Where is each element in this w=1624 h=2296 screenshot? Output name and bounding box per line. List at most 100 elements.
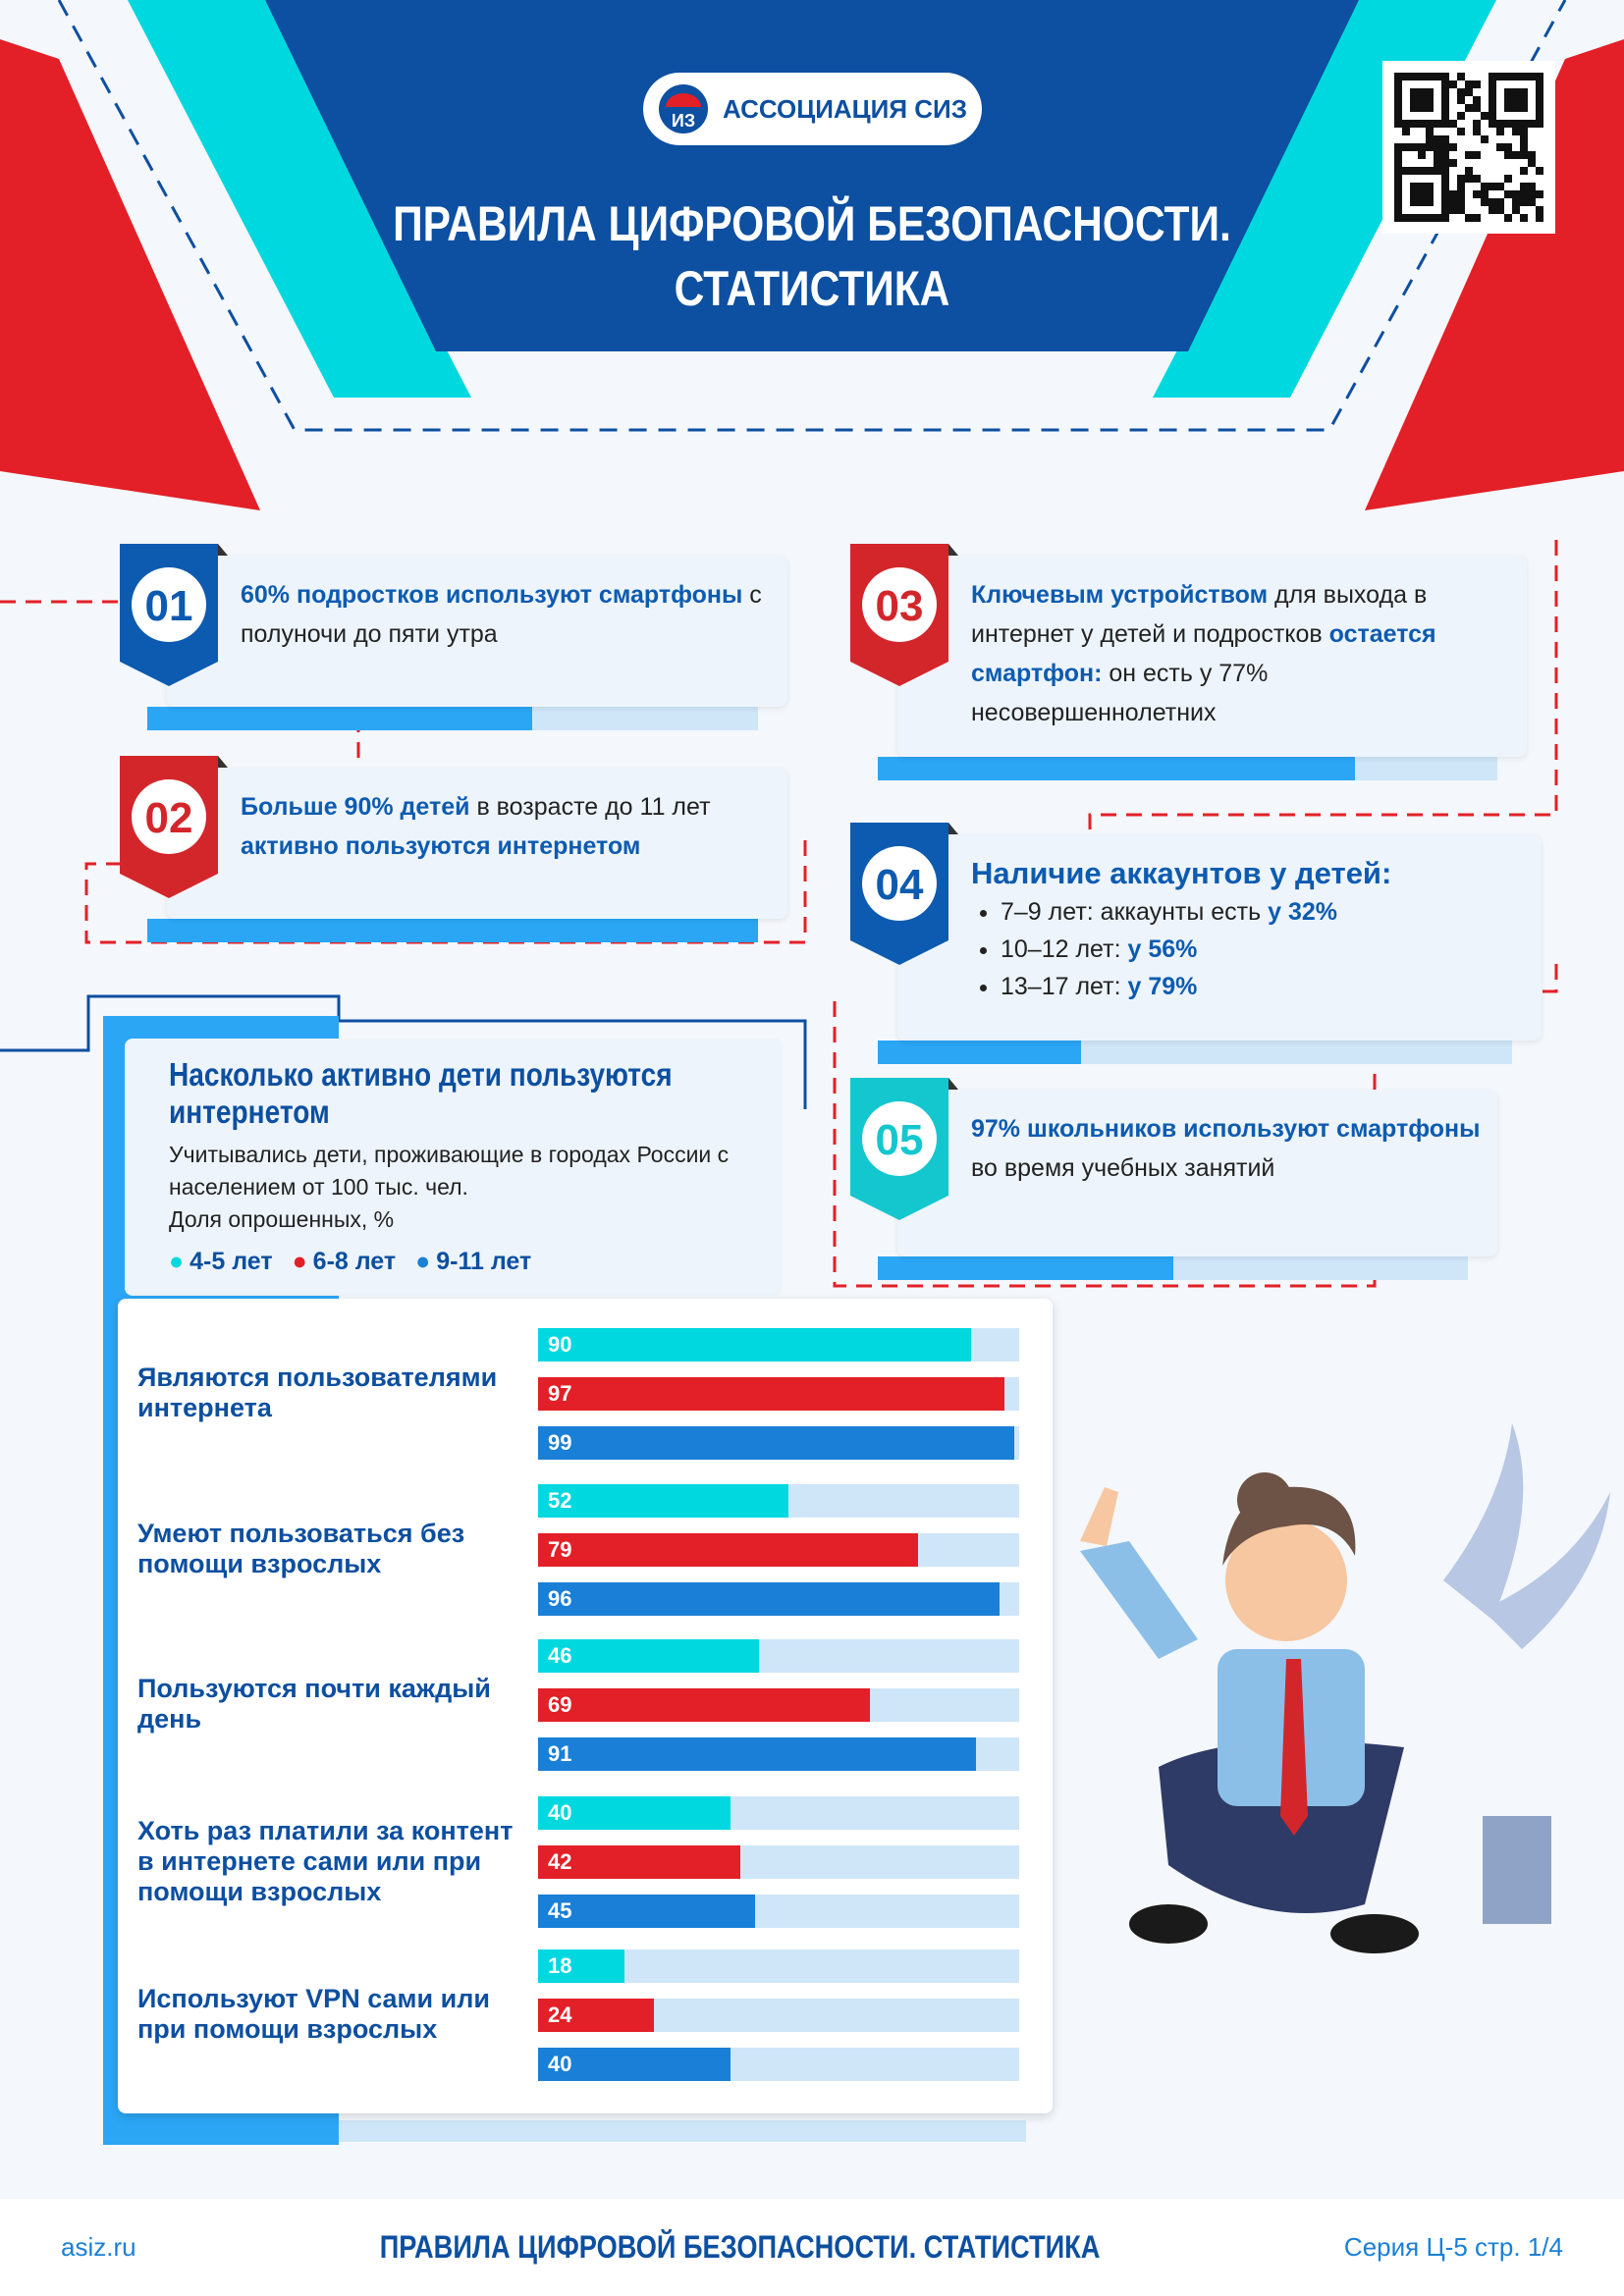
chart-title: Насколько активно дети пользуются интерн… [169, 1056, 673, 1130]
chart-subtitle: Учитывались дети, проживающие в городах … [169, 1142, 730, 1200]
bar-value-label: 46 [548, 1643, 572, 1668]
association-logo: ИЗ АССОЦИАЦИЯ СИЗ [643, 73, 982, 145]
bar-track: 96 [538, 1582, 1019, 1616]
progress-track [878, 1041, 1512, 1064]
panel-accent-bottom [339, 2120, 1026, 2142]
progress-fill [147, 707, 532, 730]
category-label: Умеют пользоваться без помощи взрослых [137, 1519, 465, 1578]
fact-text-part: остается смартфон: [971, 620, 1436, 687]
legend-item: 4-5 лет [169, 1248, 272, 1276]
progress-fill [878, 1256, 1173, 1280]
bar-value-label: 90 [548, 1332, 572, 1357]
fact-card-body [897, 834, 1542, 1041]
bar: 40 [538, 2048, 731, 2081]
bar: 96 [538, 1582, 1001, 1616]
qr-code[interactable] [1382, 61, 1555, 234]
bar-track: 52 [538, 1484, 1019, 1518]
bar: 91 [538, 1737, 976, 1771]
bar: 52 [538, 1484, 788, 1518]
chart-header: Насколько активно дети пользуются интерн… [125, 1039, 783, 1296]
bar: 79 [538, 1533, 919, 1567]
category-label: Хоть раз платили за контент в интернете … [137, 1816, 514, 1906]
fact-text-part: Ключевым устройством [971, 581, 1269, 609]
bar: 42 [538, 1845, 740, 1879]
number-badge: 03 [850, 544, 958, 686]
account-stat-item: 13–17 лет: у 79% [1001, 968, 1527, 1005]
fact-text-part: для выхода в интернет у детей и подростк… [971, 581, 1428, 648]
category-label: Используют VPN сами или при помощи взрос… [137, 1984, 490, 2044]
fact-text-part: во время учебных занятий [971, 1154, 1275, 1182]
fact-card-body [167, 556, 787, 707]
bar: 99 [538, 1426, 1015, 1460]
bar: 69 [538, 1688, 871, 1722]
fact-text-part: в возрасте до 11 лет [469, 793, 711, 821]
fact-title: Наличие аккаунтов у детей: [971, 856, 1392, 890]
category-label: Пользуются почти каждый день [137, 1674, 491, 1734]
bar-track: 18 [538, 1949, 1019, 1983]
fact-text-part: с полуночи до пяти утра [241, 581, 762, 648]
bar-value-label: 69 [548, 1692, 572, 1717]
badge-number: 05 [876, 1116, 924, 1164]
bar-track: 91 [538, 1737, 1019, 1771]
bar: 24 [538, 1999, 654, 2032]
progress-track [147, 707, 758, 730]
progress-fill [878, 757, 1355, 780]
fact-card-body [897, 1090, 1497, 1256]
bar-value-label: 45 [548, 1898, 572, 1923]
footer-title: ПРАВИЛА ЦИФРОВОЙ БЕЗОПАСНОСТИ. СТАТИСТИК… [379, 2229, 1101, 2265]
header-background [0, 0, 1624, 510]
number-badge: 02 [120, 756, 228, 898]
badge-number: 04 [876, 861, 924, 909]
bar-value-label: 97 [548, 1381, 572, 1406]
bar-track: 79 [538, 1533, 1019, 1567]
bar: 97 [538, 1377, 1005, 1411]
legend-item: 6-8 лет [293, 1248, 396, 1276]
badge-number: 01 [145, 582, 193, 630]
bar-value-label: 40 [548, 2052, 572, 2076]
bar-value-label: 42 [548, 1849, 572, 1874]
badge-number: 03 [876, 582, 924, 630]
fact-text-part: активно пользуются интернетом [241, 832, 641, 860]
boy-illustration [1080, 1423, 1610, 1953]
bar-track: 40 [538, 1796, 1019, 1830]
bar-track: 42 [538, 1845, 1019, 1879]
progress-track [147, 919, 758, 942]
fact-text-part: он есть у 77% несовершеннолетних [971, 660, 1269, 726]
bar: 18 [538, 1949, 625, 1983]
bar-chart-panel: Являются пользователями интернета 90 97 99 У… [118, 1299, 1053, 2113]
progress-track [878, 757, 1497, 780]
bar-value-label: 18 [548, 1953, 572, 1978]
fact-text-part: 60% подростков используют смартфоны [241, 581, 743, 609]
bar-track: 90 [538, 1328, 1019, 1362]
bar: 45 [538, 1895, 755, 1928]
fact-text-part: 97% школьников используют смартфоны [971, 1115, 1481, 1143]
fact-text: Наличие аккаунтов у детей:7–9 лет: аккау… [971, 854, 1527, 1005]
bar-value-label: 99 [548, 1430, 572, 1455]
svg-text:ИЗ: ИЗ [672, 111, 695, 131]
badge-number: 02 [145, 794, 193, 842]
progress-fill [147, 919, 758, 942]
page-number: Серия Ц-5 стр. 1/4 [1343, 2232, 1563, 2262]
bar-track: 69 [538, 1688, 1019, 1722]
chart-legend: 4-5 лет 6-8 лет 9-11 лет [169, 1248, 738, 1276]
fact-text: 97% школьников используют смартфоны во в… [971, 1109, 1483, 1188]
number-badge: 01 [120, 544, 228, 686]
bar-value-label: 96 [548, 1586, 572, 1611]
number-badge: 04 [850, 823, 958, 965]
page-title: ПРАВИЛА ЦИФРОВОЙ БЕЗОПАСНОСТИ. СТАТИСТИКА [393, 196, 1231, 316]
bar-value-label: 40 [548, 1800, 572, 1825]
bar-value-label: 24 [548, 2002, 572, 2027]
bar: 46 [538, 1639, 760, 1673]
bar: 90 [538, 1328, 971, 1362]
bar-value-label: 52 [548, 1488, 572, 1513]
account-stat-item: 7–9 лет: аккаунты есть у 32% [1001, 893, 1527, 931]
bar: 40 [538, 1796, 731, 1830]
bar-track: 45 [538, 1895, 1019, 1928]
bar-track: 40 [538, 2048, 1019, 2081]
fact-text: Больше 90% детей в возрасте до 11 лет ак… [241, 787, 773, 866]
bar-track: 24 [538, 1999, 1019, 2032]
account-stat-item: 10–12 лет: у 56% [1001, 931, 1527, 968]
bar-value-label: 79 [548, 1537, 572, 1562]
logo-text: АССОЦИАЦИЯ СИЗ [722, 93, 968, 124]
site-link[interactable]: asiz.ru [61, 2232, 136, 2262]
